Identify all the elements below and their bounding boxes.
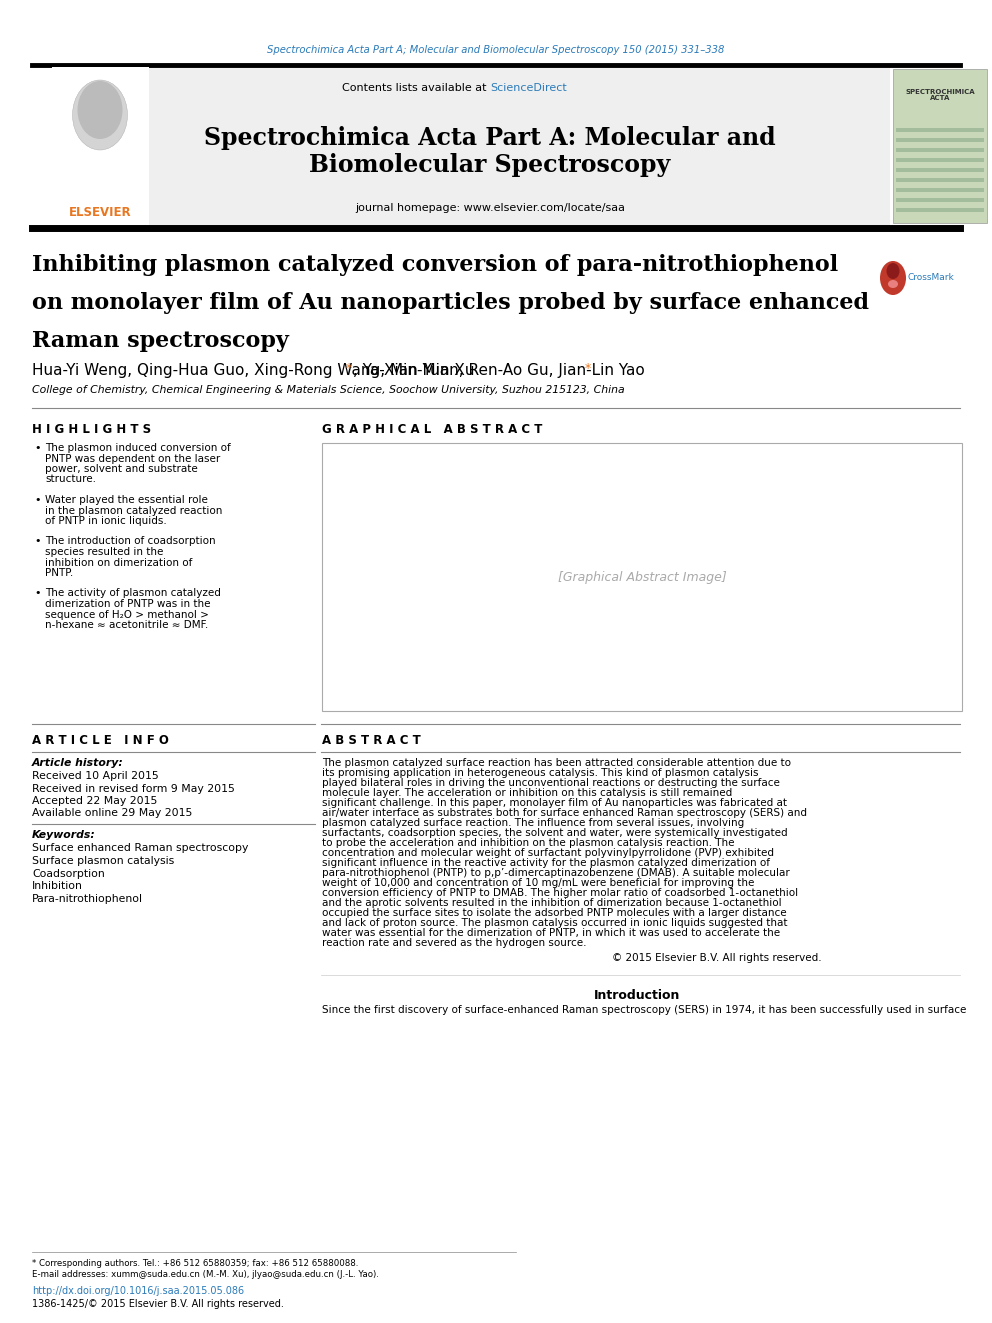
Text: [Graphical Abstract Image]: [Graphical Abstract Image]: [558, 570, 726, 583]
Ellipse shape: [77, 81, 122, 139]
Text: Water played the essential role: Water played the essential role: [45, 495, 208, 505]
Text: inhibition on dimerization of: inhibition on dimerization of: [45, 557, 192, 568]
Text: CrossMark: CrossMark: [908, 273, 954, 282]
Text: structure.: structure.: [45, 475, 96, 484]
Text: sequence of H₂O > methanol >: sequence of H₂O > methanol >: [45, 610, 209, 619]
Text: Para-nitrothiophenol: Para-nitrothiophenol: [32, 894, 143, 904]
Text: College of Chemistry, Chemical Engineering & Materials Science, Soochow Universi: College of Chemistry, Chemical Engineeri…: [32, 385, 625, 396]
Text: PNTP.: PNTP.: [45, 568, 73, 578]
Text: power, solvent and substrate: power, solvent and substrate: [45, 464, 197, 474]
Text: concentration and molecular weight of surfactant polyvinylpyrrolidone (PVP) exhi: concentration and molecular weight of su…: [322, 848, 774, 859]
Text: of PNTP in ionic liquids.: of PNTP in ionic liquids.: [45, 516, 167, 527]
Text: Accepted 22 May 2015: Accepted 22 May 2015: [32, 796, 158, 806]
Bar: [52, 67, 890, 225]
Bar: [896, 138, 984, 142]
Text: http://dx.doi.org/10.1016/j.saa.2015.05.086: http://dx.doi.org/10.1016/j.saa.2015.05.…: [32, 1286, 244, 1297]
Text: Surface plasmon catalysis: Surface plasmon catalysis: [32, 856, 175, 865]
Text: •: •: [34, 495, 41, 505]
Text: Received 10 April 2015: Received 10 April 2015: [32, 771, 159, 781]
Text: SPECTROCHIMICA
ACTA: SPECTROCHIMICA ACTA: [905, 89, 975, 102]
Text: •: •: [34, 589, 41, 598]
Text: Introduction: Introduction: [594, 990, 681, 1002]
Text: to probe the acceleration and inhibition on the plasmon catalysis reaction. The: to probe the acceleration and inhibition…: [322, 837, 734, 848]
Text: ScienceDirect: ScienceDirect: [490, 83, 566, 93]
Text: air/water interface as substrates both for surface enhanced Raman spectroscopy (: air/water interface as substrates both f…: [322, 808, 807, 818]
Text: significant challenge. In this paper, monolayer film of Au nanoparticles was fab: significant challenge. In this paper, mo…: [322, 798, 787, 808]
Text: water was essential for the dimerization of PNTP, in which it was used to accele: water was essential for the dimerization…: [322, 927, 780, 938]
Text: •: •: [34, 443, 41, 452]
Text: n-hexane ≈ acetonitrile ≈ DMF.: n-hexane ≈ acetonitrile ≈ DMF.: [45, 620, 208, 630]
Text: Received in revised form 9 May 2015: Received in revised form 9 May 2015: [32, 783, 235, 794]
Text: Coadsorption: Coadsorption: [32, 869, 105, 878]
Bar: [896, 188, 984, 192]
Text: * Corresponding authors. Tel.: +86 512 65880359; fax: +86 512 65880088.: * Corresponding authors. Tel.: +86 512 6…: [32, 1259, 358, 1267]
Bar: [52, 67, 149, 225]
Text: The introduction of coadsorption: The introduction of coadsorption: [45, 537, 215, 546]
Text: Surface enhanced Raman spectroscopy: Surface enhanced Raman spectroscopy: [32, 843, 248, 853]
Text: para-nitrothiophenol (PNTP) to p,p’-dimercaptinazobenzene (DMAB). A suitable mol: para-nitrothiophenol (PNTP) to p,p’-dime…: [322, 868, 790, 878]
Text: A B S T R A C T: A B S T R A C T: [322, 734, 421, 747]
Text: E-mail addresses: xumm@suda.edu.cn (M.-M. Xu), jlyao@suda.edu.cn (J.-L. Yao).: E-mail addresses: xumm@suda.edu.cn (M.-M…: [32, 1270, 379, 1279]
Text: Keywords:: Keywords:: [32, 830, 96, 840]
Bar: [896, 208, 984, 212]
Bar: [322, 443, 962, 710]
Text: G R A P H I C A L   A B S T R A C T: G R A P H I C A L A B S T R A C T: [322, 423, 543, 437]
Text: Hua-Yi Weng, Qing-Hua Guo, Xing-Rong Wang, Min-Min Xu: Hua-Yi Weng, Qing-Hua Guo, Xing-Rong Wan…: [32, 363, 474, 377]
Text: species resulted in the: species resulted in the: [45, 546, 164, 557]
Text: Biomolecular Spectroscopy: Biomolecular Spectroscopy: [310, 153, 671, 177]
Text: plasmon catalyzed surface reaction. The influence from several issues, involving: plasmon catalyzed surface reaction. The …: [322, 818, 744, 828]
Text: 1386-1425/© 2015 Elsevier B.V. All rights reserved.: 1386-1425/© 2015 Elsevier B.V. All right…: [32, 1299, 284, 1308]
Text: and the aprotic solvents resulted in the inhibition of dimerization because 1-oc: and the aprotic solvents resulted in the…: [322, 898, 782, 908]
Text: conversion efficiency of PNTP to DMAB. The higher molar ratio of coadsorbed 1-oc: conversion efficiency of PNTP to DMAB. T…: [322, 888, 799, 898]
Text: The activity of plasmon catalyzed: The activity of plasmon catalyzed: [45, 589, 221, 598]
Text: Since the first discovery of surface-enhanced Raman spectroscopy (SERS) in 1974,: Since the first discovery of surface-enh…: [322, 1005, 966, 1015]
Ellipse shape: [880, 261, 906, 295]
Text: ELSEVIER: ELSEVIER: [68, 206, 131, 220]
Ellipse shape: [72, 79, 128, 149]
Text: molecule layer. The acceleration or inhibition on this catalysis is still remain: molecule layer. The acceleration or inhi…: [322, 789, 732, 798]
Text: Spectrochimica Acta Part A: Molecular and: Spectrochimica Acta Part A: Molecular an…: [204, 126, 776, 149]
Text: Raman spectroscopy: Raman spectroscopy: [32, 329, 289, 352]
Text: Article history:: Article history:: [32, 758, 124, 767]
Bar: [896, 198, 984, 202]
Bar: [893, 69, 987, 224]
Bar: [896, 148, 984, 152]
Text: PNTP was dependent on the laser: PNTP was dependent on the laser: [45, 454, 220, 463]
Text: H I G H L I G H T S: H I G H L I G H T S: [32, 423, 151, 437]
Text: Inhibiting plasmon catalyzed conversion of para-nitrothiophenol: Inhibiting plasmon catalyzed conversion …: [32, 254, 838, 277]
Text: weight of 10,000 and concentration of 10 mg/mL were beneficial for improving the: weight of 10,000 and concentration of 10…: [322, 878, 754, 888]
Text: significant influence in the reactive activity for the plasmon catalyzed dimeriz: significant influence in the reactive ac…: [322, 859, 770, 868]
Text: The plasmon induced conversion of: The plasmon induced conversion of: [45, 443, 231, 452]
Text: Inhibition: Inhibition: [32, 881, 83, 892]
Text: and lack of proton source. The plasmon catalysis occurred in ionic liquids sugge: and lack of proton source. The plasmon c…: [322, 918, 788, 927]
Ellipse shape: [888, 280, 898, 288]
Text: reaction rate and severed as the hydrogen source.: reaction rate and severed as the hydroge…: [322, 938, 586, 949]
Text: Available online 29 May 2015: Available online 29 May 2015: [32, 808, 192, 819]
Text: in the plasmon catalyzed reaction: in the plasmon catalyzed reaction: [45, 505, 222, 516]
Bar: [896, 168, 984, 172]
Ellipse shape: [887, 263, 900, 279]
Bar: [896, 179, 984, 183]
Text: © 2015 Elsevier B.V. All rights reserved.: © 2015 Elsevier B.V. All rights reserved…: [612, 953, 821, 963]
Text: , Ya-Xian Yuan, Ren-Ao Gu, Jian-Lin Yao: , Ya-Xian Yuan, Ren-Ao Gu, Jian-Lin Yao: [353, 363, 645, 377]
Text: A R T I C L E   I N F O: A R T I C L E I N F O: [32, 734, 169, 747]
Text: Spectrochimica Acta Part A; Molecular and Biomolecular Spectroscopy 150 (2015) 3: Spectrochimica Acta Part A; Molecular an…: [267, 45, 725, 56]
Text: The plasmon catalyzed surface reaction has been attracted considerable attention: The plasmon catalyzed surface reaction h…: [322, 758, 791, 767]
Text: on monolayer film of Au nanoparticles probed by surface enhanced: on monolayer film of Au nanoparticles pr…: [32, 292, 869, 314]
Text: surfactants, coadsorption species, the solvent and water, were systemically inve: surfactants, coadsorption species, the s…: [322, 828, 788, 837]
Text: its promising application in heterogeneous catalysis. This kind of plasmon catal: its promising application in heterogeneo…: [322, 767, 759, 778]
Text: *: *: [581, 361, 591, 374]
Text: dimerization of PNTP was in the: dimerization of PNTP was in the: [45, 599, 210, 609]
Bar: [896, 157, 984, 161]
Text: played bilateral roles in driving the unconventional reactions or destructing th: played bilateral roles in driving the un…: [322, 778, 780, 789]
Text: occupied the surface sites to isolate the adsorbed PNTP molecules with a larger : occupied the surface sites to isolate th…: [322, 908, 787, 918]
Text: *: *: [342, 361, 352, 374]
Text: journal homepage: www.elsevier.com/locate/saa: journal homepage: www.elsevier.com/locat…: [355, 202, 625, 213]
Text: Contents lists available at: Contents lists available at: [342, 83, 490, 93]
Bar: [896, 128, 984, 132]
Text: •: •: [34, 537, 41, 546]
